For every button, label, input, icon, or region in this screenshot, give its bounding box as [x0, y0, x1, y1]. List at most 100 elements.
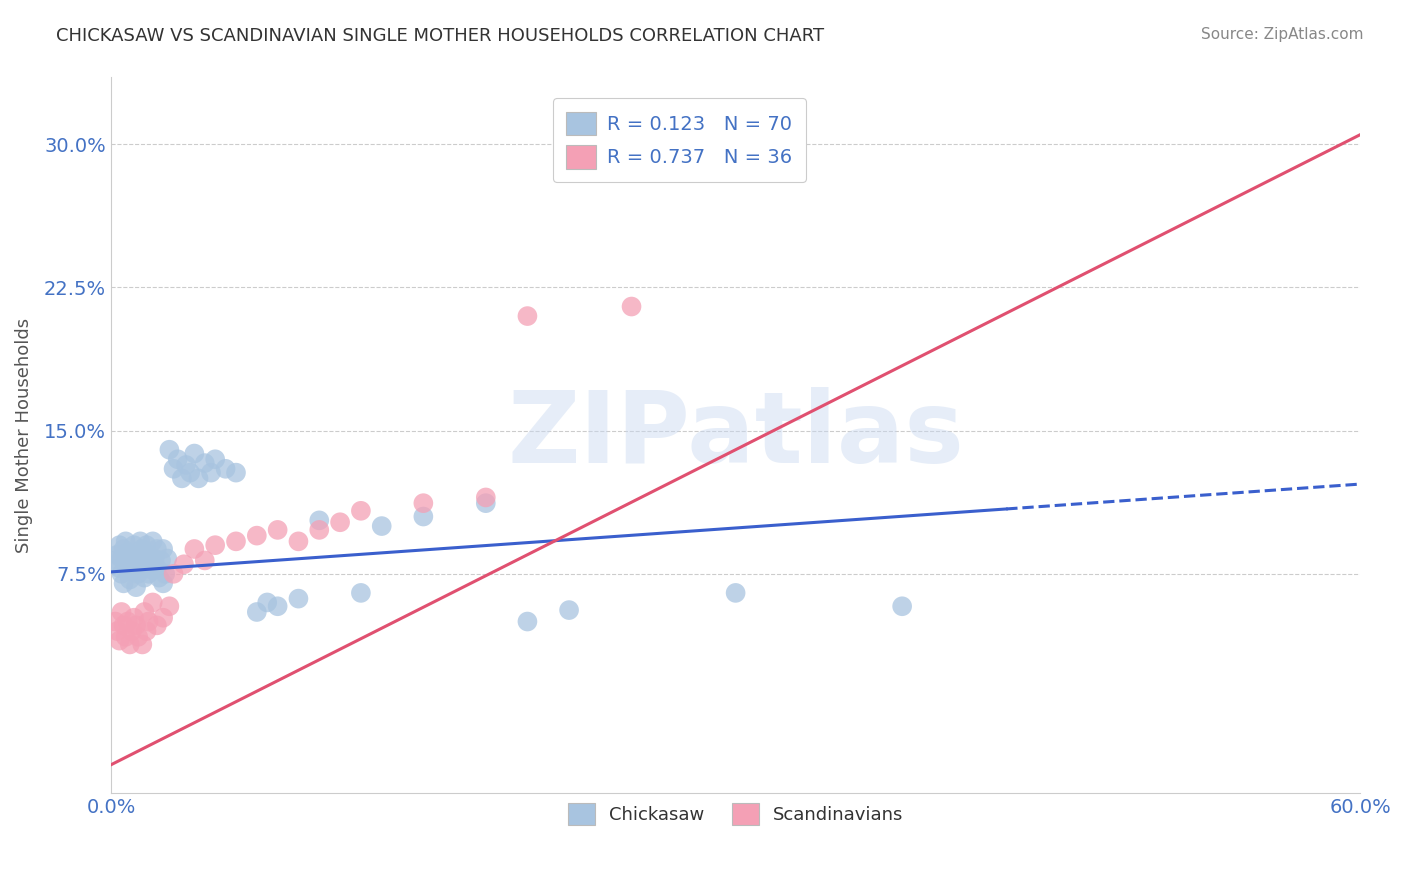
Point — [157, 442, 180, 457]
Point — [152, 611, 174, 625]
Point — [146, 561, 169, 575]
Point — [112, 618, 135, 632]
Point — [266, 523, 288, 537]
Point — [108, 561, 131, 575]
Point — [155, 566, 177, 581]
Point — [110, 566, 132, 581]
Point — [108, 538, 131, 552]
Point — [256, 595, 278, 609]
Point — [516, 309, 538, 323]
Point — [131, 637, 153, 651]
Point — [138, 615, 160, 629]
Point — [104, 615, 127, 629]
Point — [122, 551, 145, 566]
Point — [194, 553, 217, 567]
Point — [200, 466, 222, 480]
Point — [114, 534, 136, 549]
Point — [121, 563, 143, 577]
Point — [117, 546, 139, 560]
Point — [225, 534, 247, 549]
Point — [173, 558, 195, 572]
Point — [118, 573, 141, 587]
Point — [146, 618, 169, 632]
Point — [152, 541, 174, 556]
Point — [148, 571, 170, 585]
Point — [157, 599, 180, 614]
Point — [118, 558, 141, 572]
Point — [121, 548, 143, 562]
Point — [170, 471, 193, 485]
Point — [138, 566, 160, 581]
Point — [329, 515, 352, 529]
Text: ZIPatlas: ZIPatlas — [508, 387, 965, 483]
Point — [412, 509, 434, 524]
Point — [143, 551, 166, 566]
Point — [475, 491, 498, 505]
Point — [122, 611, 145, 625]
Point — [350, 504, 373, 518]
Point — [179, 466, 201, 480]
Point — [112, 576, 135, 591]
Point — [204, 538, 226, 552]
Point — [891, 599, 914, 614]
Point — [162, 462, 184, 476]
Point — [108, 633, 131, 648]
Point — [150, 553, 173, 567]
Point — [134, 571, 156, 585]
Point — [412, 496, 434, 510]
Point — [214, 462, 236, 476]
Point — [166, 452, 188, 467]
Point — [558, 603, 581, 617]
Point — [174, 458, 197, 472]
Point — [114, 630, 136, 644]
Legend: Chickasaw, Scandinavians: Chickasaw, Scandinavians — [558, 795, 912, 834]
Point — [620, 300, 643, 314]
Point — [125, 618, 148, 632]
Point — [127, 566, 149, 581]
Point — [129, 534, 152, 549]
Point — [475, 496, 498, 510]
Point — [194, 456, 217, 470]
Point — [125, 561, 148, 575]
Point — [139, 558, 162, 572]
Point — [246, 605, 269, 619]
Point — [104, 553, 127, 567]
Point — [117, 561, 139, 575]
Point — [146, 541, 169, 556]
Point — [183, 541, 205, 556]
Point — [125, 580, 148, 594]
Point — [204, 452, 226, 467]
Point — [135, 624, 157, 638]
Point — [121, 624, 143, 638]
Point — [122, 538, 145, 552]
Point — [225, 466, 247, 480]
Point — [724, 586, 747, 600]
Point — [287, 591, 309, 606]
Point — [142, 563, 165, 577]
Point — [308, 523, 330, 537]
Point — [370, 519, 392, 533]
Point — [112, 541, 135, 556]
Point — [142, 534, 165, 549]
Point — [135, 538, 157, 552]
Point — [134, 551, 156, 566]
Point — [131, 561, 153, 575]
Point — [516, 615, 538, 629]
Point — [105, 548, 128, 562]
Point — [142, 595, 165, 609]
Point — [287, 534, 309, 549]
Point — [127, 630, 149, 644]
Point — [156, 551, 179, 566]
Point — [266, 599, 288, 614]
Point — [350, 586, 373, 600]
Text: CHICKASAW VS SCANDINAVIAN SINGLE MOTHER HOUSEHOLDS CORRELATION CHART: CHICKASAW VS SCANDINAVIAN SINGLE MOTHER … — [56, 27, 824, 45]
Point — [118, 637, 141, 651]
Point — [114, 553, 136, 567]
Point — [129, 553, 152, 567]
Point — [110, 551, 132, 566]
Point — [183, 446, 205, 460]
Point — [162, 566, 184, 581]
Point — [134, 605, 156, 619]
Point — [246, 528, 269, 542]
Point — [110, 605, 132, 619]
